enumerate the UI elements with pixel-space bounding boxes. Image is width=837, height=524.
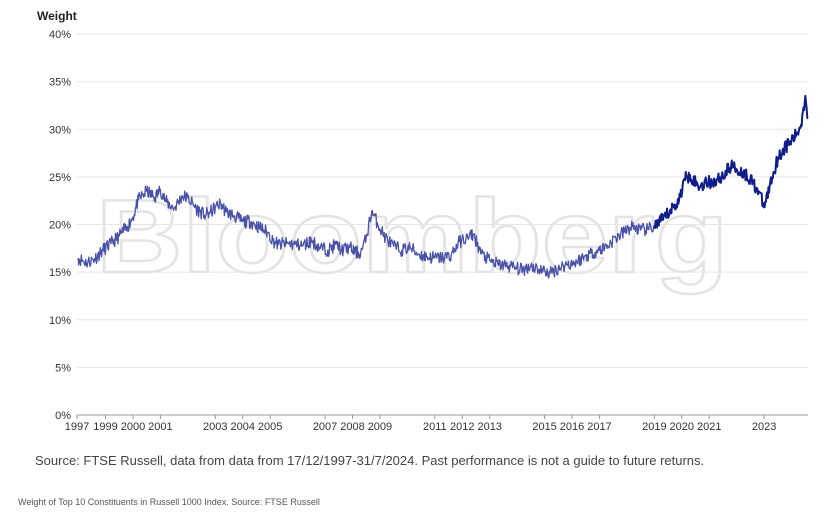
x-tick-label: 2016 <box>560 421 584 433</box>
x-tick-label: 2013 <box>477 421 501 433</box>
x-tick-label: 2020 <box>670 421 694 433</box>
chart-caption: Weight of Top 10 Constituents in Russell… <box>18 497 320 507</box>
x-axis-ticks: 1997 1999 2000 2001 2003 2004 2005 2007 2008 2009… <box>65 415 776 433</box>
gridlines <box>77 33 808 368</box>
x-tick-label: 2017 <box>587 421 611 433</box>
y-axis-title: Weight <box>37 9 77 23</box>
y-tick-label: 35% <box>49 77 71 89</box>
x-tick-label: 2007 <box>313 421 337 433</box>
x-tick-label: 2001 <box>148 421 172 433</box>
y-axis-ticks: 0% 5% 10% 15% 20% 25% 30% 35% 40% <box>49 29 71 422</box>
y-tick-label: 40% <box>49 29 71 41</box>
x-tick-label: 2003 <box>203 421 227 433</box>
y-tick-label: 10% <box>49 315 71 327</box>
x-tick-label: 1997 <box>65 421 89 433</box>
line-chart: Bloomberg 0% 5% 10% 15% 20% 25% 30% 35% 40% 1997… <box>37 9 809 433</box>
x-tick-label: 2000 <box>121 421 145 433</box>
x-tick-label: 2008 <box>340 421 364 433</box>
x-tick-label: 2021 <box>697 421 721 433</box>
source-note: Source: FTSE Russell, data from data fro… <box>35 453 705 468</box>
x-tick-label: 1999 <box>93 421 117 433</box>
x-tick-label: 2012 <box>450 421 474 433</box>
y-tick-label: 5% <box>55 362 71 374</box>
x-tick-label: 2019 <box>642 421 666 433</box>
x-tick-label: 2015 <box>532 421 556 433</box>
y-tick-label: 25% <box>49 172 71 184</box>
x-tick-label: 2005 <box>258 421 282 433</box>
series-line-recent <box>653 94 809 229</box>
x-tick-label: 2011 <box>423 421 447 433</box>
y-tick-label: 0% <box>55 410 71 422</box>
y-tick-label: 20% <box>49 220 71 232</box>
x-tick-label: 2004 <box>230 421 254 433</box>
chart-watermark: Bloomberg <box>96 179 728 295</box>
y-tick-label: 15% <box>49 267 71 279</box>
x-tick-label: 2023 <box>752 421 776 433</box>
series-lines <box>77 94 809 279</box>
x-tick-label: 2009 <box>368 421 392 433</box>
y-tick-label: 30% <box>49 124 71 136</box>
